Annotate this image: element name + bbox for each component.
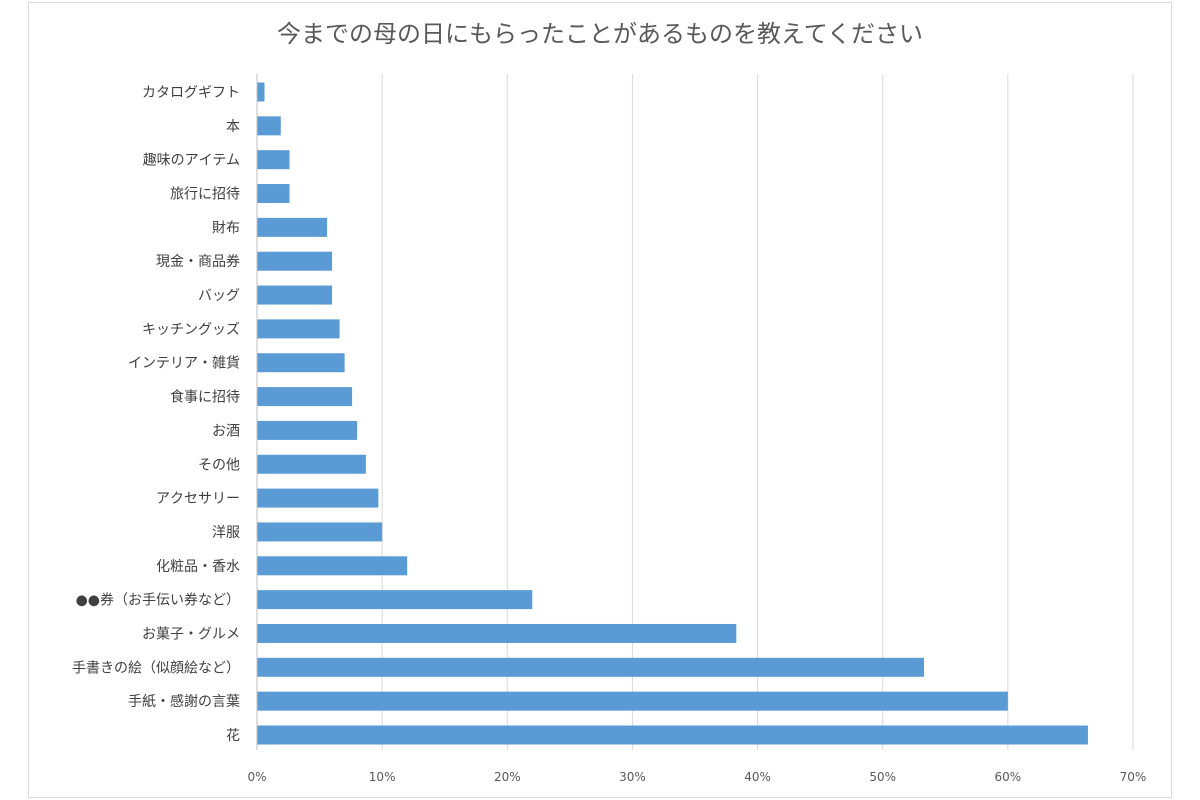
chart-title: 今までの母の日にもらったことがあるものを教えてください — [276, 20, 924, 48]
bar — [257, 420, 358, 440]
x-tick-label: 30% — [619, 770, 646, 784]
bar — [257, 590, 533, 610]
category-label: カタログギフト — [142, 85, 240, 101]
bar — [257, 454, 366, 474]
category-label: 化粧品・香水 — [156, 559, 240, 575]
category-label: 洋服 — [212, 525, 240, 541]
x-tick-label: 70% — [1120, 770, 1147, 784]
bar — [257, 522, 383, 542]
category-label: 食事に招待 — [170, 389, 240, 406]
bar — [257, 488, 379, 508]
category-label: ●●券（お手伝い券など） — [76, 593, 240, 609]
x-tick-label: 20% — [494, 770, 521, 784]
bar — [257, 657, 925, 677]
x-tick-label: 60% — [995, 770, 1022, 784]
bar — [257, 116, 281, 136]
bar — [257, 217, 328, 237]
x-tick-label: 0% — [247, 770, 266, 784]
x-tick-label: 50% — [869, 770, 896, 784]
category-label: 本 — [226, 119, 240, 135]
bar — [257, 623, 737, 643]
bar — [257, 691, 1008, 711]
category-label: その他 — [198, 457, 240, 473]
category-label: お酒 — [212, 423, 240, 439]
x-tick-label: 40% — [744, 770, 771, 784]
category-label: 手書きの絵（似顔絵など） — [72, 660, 240, 676]
bar — [257, 353, 345, 373]
category-label: お菓子・グルメ — [142, 626, 240, 642]
bar — [257, 725, 1088, 745]
category-label: キッチングッズ — [142, 322, 240, 338]
category-label: アクセサリー — [156, 491, 240, 507]
bar — [257, 387, 353, 407]
category-label: インテリア・雑貨 — [128, 355, 240, 372]
category-label: バッグ — [198, 288, 240, 304]
bar — [257, 251, 333, 271]
bar — [257, 285, 333, 305]
category-label: 旅行に招待 — [170, 187, 240, 203]
bar — [257, 150, 290, 170]
category-label: 財布 — [212, 220, 240, 236]
category-label: 趣味のアイテム — [143, 153, 240, 169]
bar — [257, 82, 265, 102]
category-label: 手紙・感謝の言葉 — [128, 693, 240, 710]
bar — [257, 319, 340, 339]
category-label: 現金・商品券 — [156, 254, 240, 270]
bar — [257, 556, 408, 576]
bar — [257, 184, 290, 204]
category-label: 花 — [226, 728, 240, 744]
x-tick-label: 10% — [369, 770, 396, 784]
